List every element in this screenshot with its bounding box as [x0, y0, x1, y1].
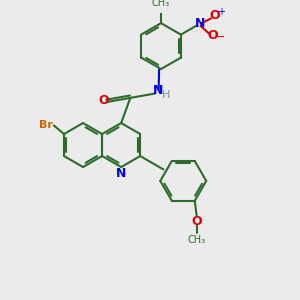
Text: O: O	[99, 94, 109, 106]
Text: O: O	[191, 215, 202, 228]
Text: +: +	[217, 7, 225, 17]
Text: CH₃: CH₃	[188, 235, 206, 245]
Text: −: −	[214, 31, 225, 44]
Text: N: N	[116, 167, 126, 180]
Text: O: O	[208, 29, 218, 42]
Text: N: N	[194, 16, 205, 30]
Text: Br: Br	[39, 120, 53, 130]
Text: CH₃: CH₃	[152, 0, 170, 8]
Text: H: H	[162, 91, 170, 100]
Text: O: O	[210, 9, 220, 22]
Text: N: N	[152, 84, 163, 97]
